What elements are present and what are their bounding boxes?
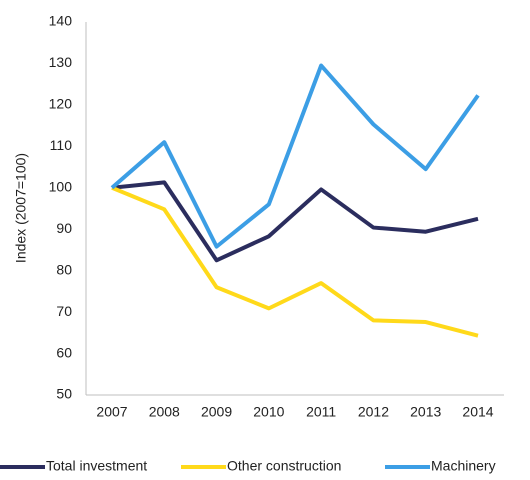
x-tick-label: 2014 — [462, 404, 493, 420]
y-axis-label: Index (2007=100) — [13, 153, 29, 263]
y-tick-label: 120 — [49, 96, 73, 112]
x-tick-label: 2011 — [306, 404, 336, 420]
y-tick-label: 100 — [49, 178, 73, 194]
y-tick-label: 110 — [50, 137, 73, 153]
line-series — [110, 63, 480, 249]
line-series — [111, 185, 479, 338]
y-tick-label: 130 — [49, 54, 73, 70]
y-tick-label: 60 — [56, 344, 72, 360]
line-series — [111, 180, 479, 263]
y-tick-label: 80 — [56, 261, 72, 277]
legend-label: Total investment — [46, 458, 147, 474]
y-tick-label: 50 — [56, 386, 72, 402]
y-tick-label: 90 — [56, 220, 72, 236]
x-tick-label: 2013 — [410, 404, 441, 420]
y-tick-label: 140 — [49, 13, 73, 29]
x-tick-label: 2008 — [149, 404, 180, 420]
x-tick-label: 2009 — [201, 404, 232, 420]
legend-label: Other construction — [227, 458, 341, 474]
x-tick-label: 2007 — [96, 404, 127, 420]
x-tick-label: 2010 — [253, 404, 284, 420]
y-tick-label: 70 — [56, 303, 72, 319]
legend-label: Machinery — [431, 458, 496, 474]
x-tick-label: 2012 — [358, 404, 389, 420]
